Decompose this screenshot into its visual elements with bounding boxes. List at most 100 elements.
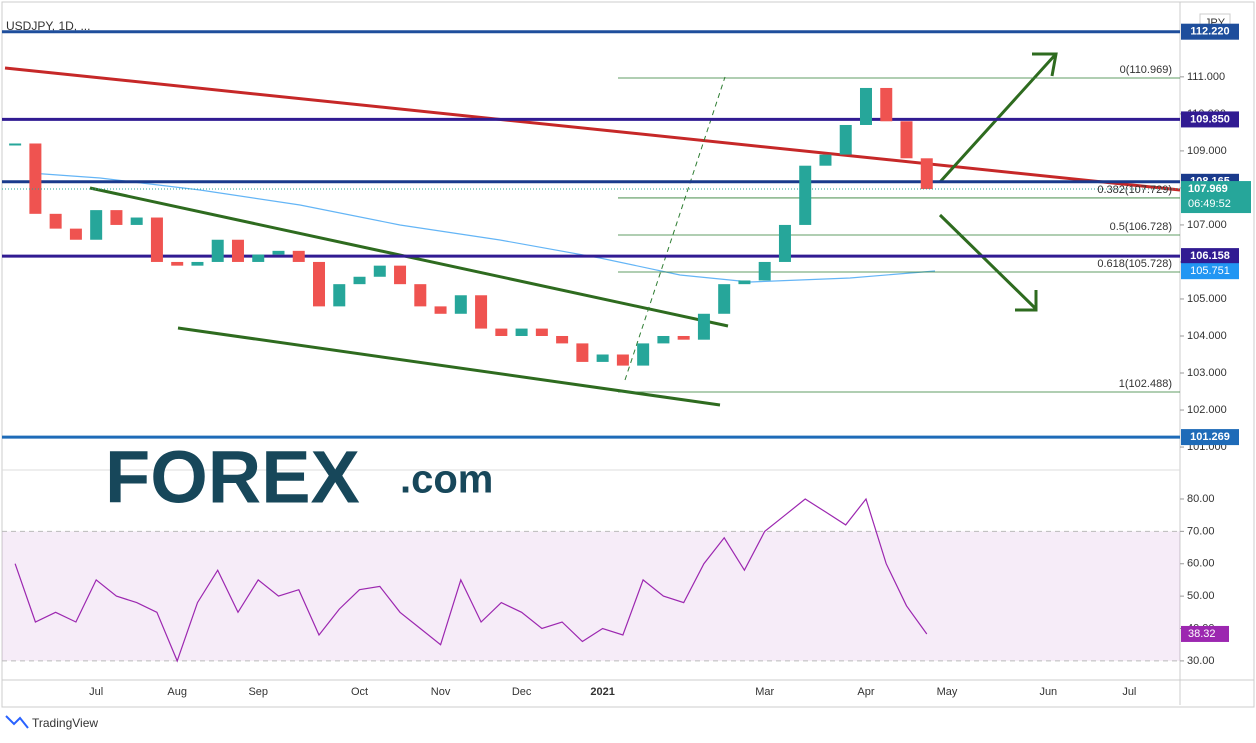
candle bbox=[49, 213, 62, 229]
y-tick-label: 102.000 bbox=[1187, 404, 1227, 416]
y-tick-label: 104.000 bbox=[1187, 330, 1227, 342]
candle bbox=[292, 250, 305, 262]
level-box bbox=[1181, 248, 1239, 265]
x-tick-label: Dec bbox=[512, 686, 532, 698]
level-box bbox=[1181, 429, 1239, 446]
x-tick-label: Mar bbox=[755, 686, 774, 698]
candle bbox=[454, 295, 467, 314]
y-tick-label: 105.000 bbox=[1187, 293, 1227, 305]
candle bbox=[171, 261, 184, 266]
candle bbox=[211, 239, 224, 262]
candle bbox=[576, 343, 589, 362]
x-tick-label: May bbox=[937, 686, 958, 698]
candle bbox=[69, 228, 82, 240]
candle bbox=[231, 239, 244, 262]
y-tick-label: 107.000 bbox=[1187, 219, 1227, 231]
level-label: 101.269 bbox=[1190, 431, 1230, 443]
frame bbox=[1, 1, 1255, 708]
candle bbox=[475, 295, 488, 329]
fib-label: 0.5(106.728) bbox=[1110, 221, 1172, 233]
logo-suffix: .com bbox=[400, 458, 493, 502]
candle bbox=[900, 121, 913, 159]
candle bbox=[495, 328, 508, 336]
candle bbox=[556, 335, 569, 344]
y-tick-label: 70.00 bbox=[1187, 525, 1215, 537]
y-tick-label: 109.000 bbox=[1187, 145, 1227, 157]
rsi-band bbox=[2, 531, 1180, 661]
candle bbox=[191, 261, 204, 266]
candle bbox=[252, 254, 265, 262]
candle bbox=[880, 87, 893, 122]
fib-label: 0.618(105.728) bbox=[1097, 258, 1172, 270]
ma-label: 105.751 bbox=[1190, 265, 1230, 277]
level-label: 106.158 bbox=[1190, 250, 1230, 262]
y-tick-label: 50.00 bbox=[1187, 590, 1215, 602]
y-tick-label: 103.000 bbox=[1187, 367, 1227, 379]
candle bbox=[920, 158, 933, 190]
trend-line bbox=[4, 66, 1181, 192]
x-tick-label: 2021 bbox=[590, 686, 614, 698]
rsi-line bbox=[14, 497, 928, 663]
candle bbox=[596, 354, 609, 362]
fib-label: 0(110.969) bbox=[1120, 64, 1172, 76]
candle bbox=[150, 217, 163, 262]
candle bbox=[90, 210, 103, 240]
candle bbox=[333, 284, 346, 307]
last-price-box bbox=[1181, 181, 1251, 214]
candle bbox=[738, 280, 751, 285]
candle bbox=[819, 154, 832, 166]
candle bbox=[657, 335, 670, 344]
x-tick-label: Nov bbox=[431, 686, 451, 698]
level-box bbox=[1181, 23, 1239, 40]
rsi-last: 38.32 bbox=[1188, 628, 1216, 640]
candle bbox=[758, 261, 771, 281]
y-tick-label: 80.00 bbox=[1187, 493, 1215, 505]
x-tick-label: Jun bbox=[1039, 686, 1057, 698]
candle bbox=[313, 261, 326, 307]
moving-average bbox=[29, 172, 936, 283]
candle bbox=[718, 284, 731, 314]
candle bbox=[535, 328, 548, 336]
candle bbox=[353, 276, 366, 285]
candle bbox=[697, 313, 710, 340]
logo: FOREX bbox=[105, 436, 360, 519]
candle bbox=[677, 335, 690, 340]
level-box bbox=[1181, 111, 1239, 128]
level-label: 109.850 bbox=[1190, 113, 1230, 125]
candle bbox=[414, 284, 427, 307]
x-tick-label: Aug bbox=[167, 686, 187, 698]
footer: TradingView bbox=[32, 716, 98, 730]
x-tick-label: Jul bbox=[1122, 686, 1136, 698]
candle bbox=[373, 265, 386, 277]
x-tick-label: Jul bbox=[89, 686, 103, 698]
x-tick-label: Oct bbox=[351, 686, 368, 698]
countdown: 06:49:52 bbox=[1188, 198, 1231, 210]
candle bbox=[515, 328, 528, 336]
level-label: 112.220 bbox=[1190, 26, 1229, 38]
fib-label: 1(102.488) bbox=[1119, 378, 1172, 390]
candle bbox=[616, 354, 629, 366]
x-tick-label: Apr bbox=[857, 686, 874, 698]
y-tick-label: 60.00 bbox=[1187, 558, 1215, 570]
ma-box bbox=[1181, 263, 1239, 280]
candle bbox=[110, 210, 123, 225]
rsi-last-box bbox=[1181, 625, 1229, 642]
candle bbox=[859, 87, 872, 125]
fib-label: 0.382(107.729) bbox=[1097, 184, 1172, 196]
y-tick-label: 30.00 bbox=[1187, 655, 1215, 667]
candle bbox=[778, 224, 791, 262]
y-tick-label: 111.000 bbox=[1187, 71, 1225, 83]
candle bbox=[9, 143, 22, 146]
x-tick-label: Sep bbox=[248, 686, 268, 698]
tv-icon bbox=[5, 715, 29, 729]
chart-title: USDJPY, 1D, ... bbox=[6, 19, 90, 33]
candle bbox=[434, 306, 447, 314]
candle bbox=[799, 165, 812, 225]
candle bbox=[839, 124, 852, 155]
candle bbox=[637, 343, 650, 366]
candle bbox=[130, 217, 143, 225]
arrow-down bbox=[938, 213, 1038, 312]
fib-trend bbox=[624, 76, 726, 381]
